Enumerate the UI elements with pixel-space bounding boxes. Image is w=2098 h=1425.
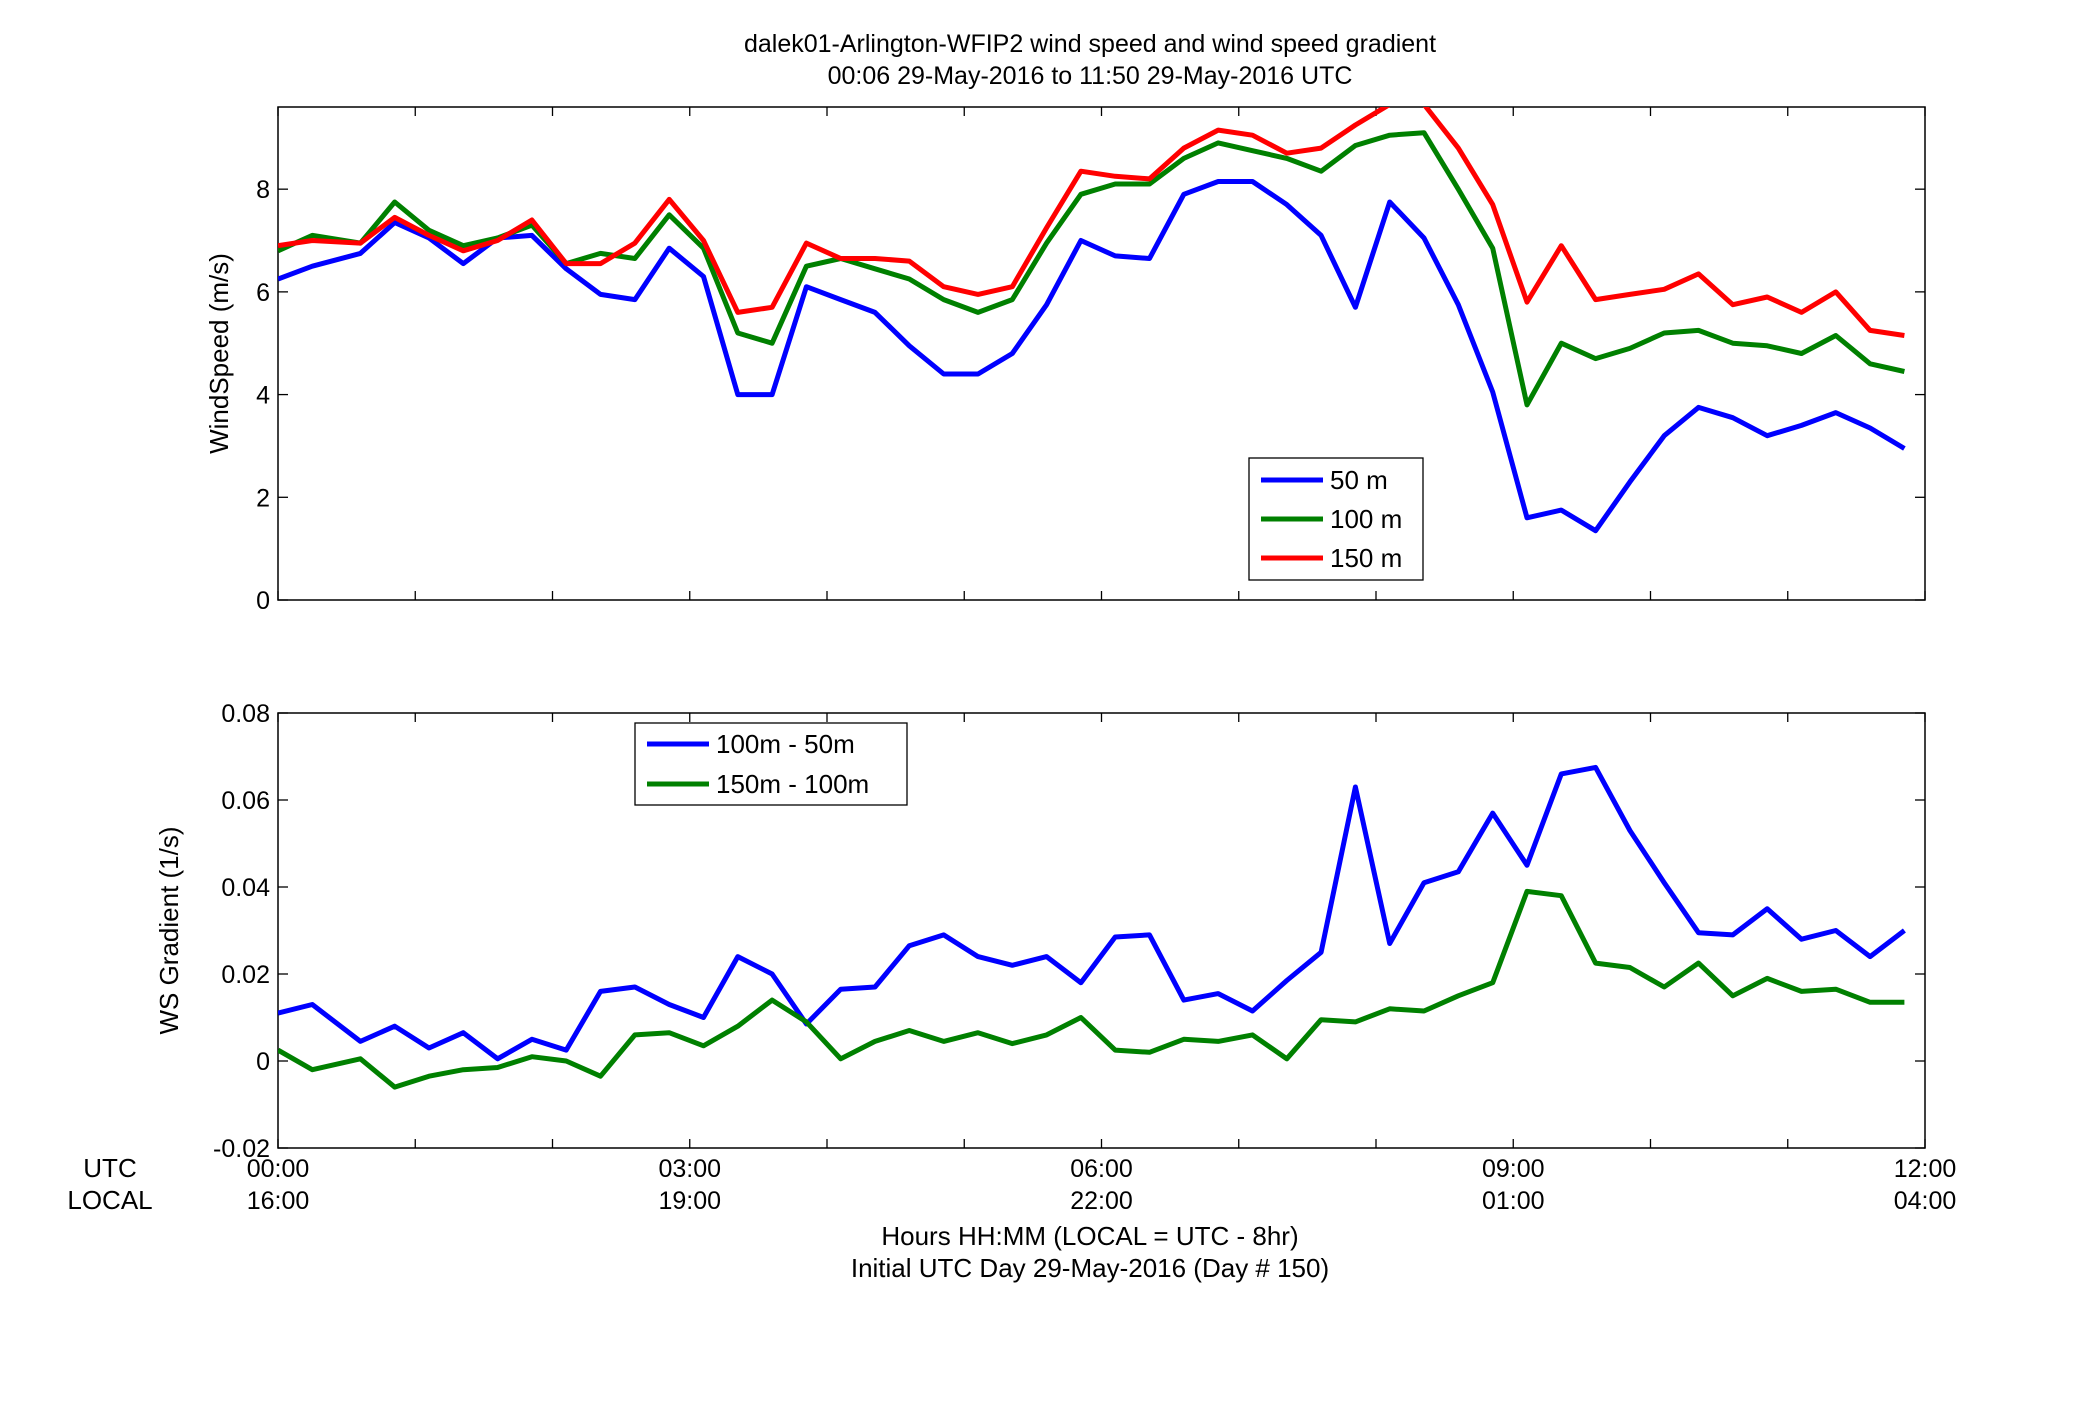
y-tick-label: 0.06 <box>221 787 270 815</box>
legend-label: 100m - 50m <box>716 729 855 759</box>
series-line-150-m <box>278 107 1905 338</box>
y-tick-label: 0 <box>256 587 270 615</box>
y-tick-label: 0.08 <box>221 700 270 728</box>
legend: 50 m 100 m 150 m <box>1248 457 1424 581</box>
legend: 100m - 50m 150m - 100m <box>634 722 908 806</box>
windspeed-panel: 0 2 4 6 8 WindSpeed (m/s) 50 m 100 m 150 m <box>204 106 1926 615</box>
chart-title-line2: 00:06 29-May-2016 to 11:50 29-May-2016 U… <box>828 62 1353 90</box>
chart-title-line1: dalek01-Arlington-WFIP2 wind speed and w… <box>744 30 1436 58</box>
legend-label: 150 m <box>1330 543 1402 573</box>
x-tick-label-utc: 09:00 <box>1482 1155 1545 1183</box>
y-tick-label: 0 <box>256 1048 270 1076</box>
y-tick-label: 4 <box>256 382 270 410</box>
x-tick-labels: 00:00 16:00 03:00 19:00 06:00 22:00 09:00 01:00… <box>247 1155 1957 1215</box>
y-axis-label: WindSpeed (m/s) <box>204 253 234 454</box>
gradient-panel: -0.02 0 0.02 0.04 0.06 0.08 WS Gradient (1/s) 1… <box>154 700 1926 1163</box>
series-line-150m-100m <box>278 888 1905 1090</box>
legend-box <box>634 722 908 806</box>
x-tick-label-utc: 06:00 <box>1070 1155 1133 1183</box>
x-axis-label-line2: Initial UTC Day 29-May-2016 (Day # 150) <box>851 1253 1329 1283</box>
x-axis-label-line1: Hours HH:MM (LOCAL = UTC - 8hr) <box>881 1221 1298 1251</box>
y-tick-label: 0.02 <box>221 961 270 989</box>
x-tick-label-local: 16:00 <box>247 1187 310 1215</box>
x-tick-label-utc: 03:00 <box>658 1155 721 1183</box>
y-tick-label: 0.04 <box>221 874 270 902</box>
x-axis-utc-row-label: UTC <box>83 1153 136 1183</box>
y-tick-label: 2 <box>256 484 270 512</box>
plot-area <box>277 712 1926 1149</box>
x-tick-label-utc: 12:00 <box>1894 1155 1957 1183</box>
series-line-50-m <box>278 179 1906 534</box>
legend-label: 150m - 100m <box>716 769 869 799</box>
y-tick-label: -0.02 <box>213 1135 270 1163</box>
x-tick-label-utc: 00:00 <box>247 1155 310 1183</box>
x-tick-label-local: 22:00 <box>1070 1187 1133 1215</box>
y-tick-label: 8 <box>256 176 270 204</box>
y-axis-label: WS Gradient (1/s) <box>154 826 184 1034</box>
x-tick-label-local: 01:00 <box>1482 1187 1545 1215</box>
x-axis-local-row-label: LOCAL <box>67 1185 152 1215</box>
plot-area <box>277 106 1926 601</box>
legend-label: 50 m <box>1330 465 1388 495</box>
x-tick-label-local: 19:00 <box>658 1187 721 1215</box>
x-tick-label-local: 04:00 <box>1894 1187 1957 1215</box>
y-tick-label: 6 <box>256 279 270 307</box>
legend-label: 100 m <box>1330 504 1402 534</box>
series-line-100m-50m <box>278 764 1906 1062</box>
